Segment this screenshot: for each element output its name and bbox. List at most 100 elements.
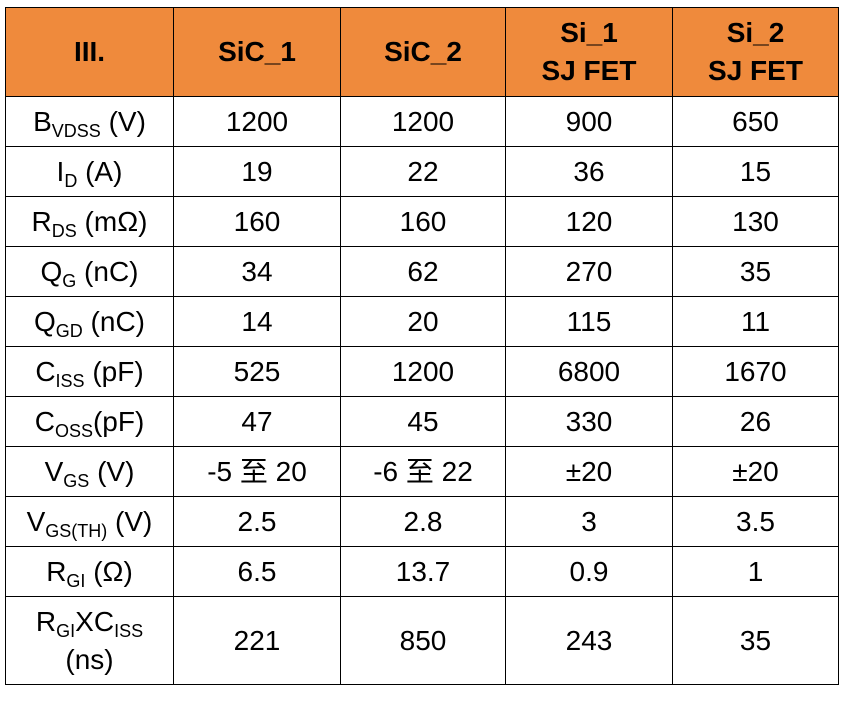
header-cell: III. bbox=[5, 7, 174, 97]
value-cell: 115 bbox=[505, 296, 673, 347]
table-row: COSS(pF) 47 45 330 26 bbox=[5, 396, 839, 447]
row-label: VGS (V) bbox=[5, 446, 174, 497]
value-cell: 243 bbox=[505, 596, 673, 685]
value-cell: 2.5 bbox=[173, 496, 341, 547]
value-cell: 1200 bbox=[340, 346, 506, 397]
label-line: RDS (mΩ) bbox=[6, 203, 173, 241]
subscript: ISS bbox=[55, 370, 85, 391]
row-label: BVDSS (V) bbox=[5, 96, 174, 147]
value-cell: 1200 bbox=[173, 96, 341, 147]
header-text: SiC_1 bbox=[218, 36, 296, 67]
value-cell: 900 bbox=[505, 96, 673, 147]
table-row: QG (nC) 34 62 270 35 bbox=[5, 246, 839, 297]
value-cell: 34 bbox=[173, 246, 341, 297]
row-label: ID (A) bbox=[5, 146, 174, 197]
value-cell: 35 bbox=[672, 246, 839, 297]
header-text: SJ FET bbox=[708, 55, 803, 86]
value-cell: 1670 bbox=[672, 346, 839, 397]
value-cell: 130 bbox=[672, 196, 839, 247]
subscript: GI bbox=[56, 620, 76, 641]
table-row: VGS (V) -5 至 20 -6 至 22 ±20 ±20 bbox=[5, 446, 839, 497]
value-cell: 36 bbox=[505, 146, 673, 197]
label-line: VGS (V) bbox=[6, 453, 173, 491]
value-cell: ±20 bbox=[672, 446, 839, 497]
header-text: III. bbox=[73, 36, 106, 67]
label-line: RGI (Ω) bbox=[6, 553, 173, 591]
value-cell: ±20 bbox=[505, 446, 673, 497]
value-cell: 1200 bbox=[340, 96, 506, 147]
label-text: C bbox=[35, 355, 56, 387]
header-text: SiC_2 bbox=[384, 36, 462, 67]
table-row: RGI (Ω) 6.5 13.7 0.9 1 bbox=[5, 546, 839, 597]
label-line: QG (nC) bbox=[6, 253, 173, 291]
label-text: B bbox=[33, 105, 52, 137]
spec-table: III. SiC_1 SiC_2 Si_1 SJ FET Si_2 SJ FET BVDSS… bbox=[5, 7, 839, 685]
table-row: RGIXCISS (ns) 221 850 243 35 bbox=[5, 596, 839, 685]
value-cell: 221 bbox=[173, 596, 341, 685]
label-text: XC bbox=[75, 605, 115, 637]
subscript: G bbox=[62, 270, 77, 291]
value-cell: 330 bbox=[505, 396, 673, 447]
value-cell: 19 bbox=[173, 146, 341, 197]
value-cell: 525 bbox=[173, 346, 341, 397]
header-cell: SiC_1 bbox=[173, 7, 341, 97]
subscript: GS(TH) bbox=[45, 520, 108, 541]
value-cell: 2.8 bbox=[340, 496, 506, 547]
value-cell: 14 bbox=[173, 296, 341, 347]
value-cell: 22 bbox=[340, 146, 506, 197]
label-text: V bbox=[44, 455, 64, 487]
header-cell: SiC_2 bbox=[340, 7, 506, 97]
header-text: Si_1 bbox=[560, 17, 618, 48]
label-line: COSS(pF) bbox=[6, 403, 173, 441]
value-cell: -5 至 20 bbox=[173, 446, 341, 497]
label-line: BVDSS (V) bbox=[6, 103, 173, 141]
label-text: (pF) bbox=[92, 405, 145, 437]
subscript: GD bbox=[55, 320, 83, 341]
label-line: CISS (pF) bbox=[6, 353, 173, 391]
row-label: CISS (pF) bbox=[5, 346, 174, 397]
label-line: ID (A) bbox=[6, 153, 173, 191]
value-cell: 0.9 bbox=[505, 546, 673, 597]
row-label: VGS(TH) (V) bbox=[5, 496, 174, 547]
value-cell: 850 bbox=[340, 596, 506, 685]
label-text: I bbox=[56, 155, 65, 187]
row-label: QG (nC) bbox=[5, 246, 174, 297]
label-text: (A) bbox=[77, 155, 123, 187]
label-text: R bbox=[31, 205, 52, 237]
table-row: RDS (mΩ) 160 160 120 130 bbox=[5, 196, 839, 247]
subscript: DS bbox=[51, 220, 77, 241]
subscript: OSS bbox=[54, 420, 93, 441]
value-cell: 120 bbox=[505, 196, 673, 247]
label-text: (nC) bbox=[76, 255, 139, 287]
subscript: GS bbox=[63, 470, 90, 491]
value-cell: 1 bbox=[672, 546, 839, 597]
subscript: VDSS bbox=[51, 120, 101, 141]
label-text: (V) bbox=[107, 505, 153, 537]
header-cell: Si_1 SJ FET bbox=[505, 7, 673, 97]
header-text: Si_2 bbox=[726, 17, 785, 48]
value-cell: 62 bbox=[340, 246, 506, 297]
header-row: III. SiC_1 SiC_2 Si_1 SJ FET Si_2 SJ FET bbox=[5, 7, 839, 97]
label-line: RGIXCISS bbox=[6, 603, 173, 641]
row-label: RGI (Ω) bbox=[5, 546, 174, 597]
subscript: D bbox=[64, 170, 78, 191]
table-body: BVDSS (V) 1200 1200 900 650 ID (A) 19 22 36 15 RDS… bbox=[5, 96, 839, 685]
value-cell: 20 bbox=[340, 296, 506, 347]
header-text: SJ FET bbox=[541, 55, 637, 86]
value-cell: -6 至 22 bbox=[340, 446, 506, 497]
label-text: R bbox=[35, 605, 57, 637]
value-cell: 3.5 bbox=[672, 496, 839, 547]
label-text: R bbox=[46, 555, 67, 587]
label-text: C bbox=[34, 405, 55, 437]
value-cell: 6.5 bbox=[173, 546, 341, 597]
label-text: (V) bbox=[89, 455, 135, 487]
value-cell: 650 bbox=[672, 96, 839, 147]
label-text: (ns) bbox=[65, 643, 114, 675]
row-label: RGIXCISS (ns) bbox=[5, 596, 174, 685]
label-line: (ns) bbox=[6, 641, 173, 679]
row-label: COSS(pF) bbox=[5, 396, 174, 447]
value-cell: 26 bbox=[672, 396, 839, 447]
label-text: (Ω) bbox=[85, 555, 133, 587]
row-label: RDS (mΩ) bbox=[5, 196, 174, 247]
